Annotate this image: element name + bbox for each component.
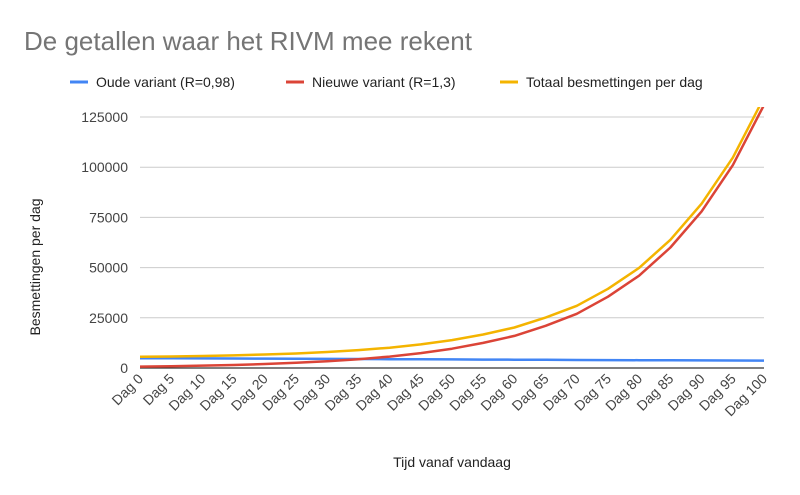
y-tick-label: 0	[120, 360, 128, 376]
y-tick-label: 100000	[81, 159, 128, 175]
series-line-3	[140, 107, 761, 359]
legend: Oude variant (R=0,98) Nieuwe variant (R=1…	[70, 74, 703, 90]
legend-label: Totaal besmettingen per dag	[526, 74, 703, 90]
gridlines	[140, 116, 764, 369]
y-tick-label: 75000	[89, 209, 128, 225]
series-line-1	[140, 356, 765, 362]
y-axis-label: Besmettingen per dag	[27, 199, 43, 336]
y-axis-ticks: 0 25000 50000 75000 100000 125000	[81, 109, 128, 376]
legend-label: Nieuwe variant (R=1,3)	[312, 74, 456, 90]
x-axis-label: Tijd vanaf vandaag	[393, 454, 511, 470]
chart-title: De getallen waar het RIVM mee rekent	[24, 26, 472, 56]
y-tick-label: 125000	[81, 109, 128, 125]
y-tick-label: 50000	[89, 260, 128, 276]
legend-label: Oude variant (R=0,98)	[96, 74, 235, 90]
y-tick-label: 25000	[89, 310, 128, 326]
series-lines	[140, 107, 765, 368]
series-line-2	[140, 107, 765, 368]
